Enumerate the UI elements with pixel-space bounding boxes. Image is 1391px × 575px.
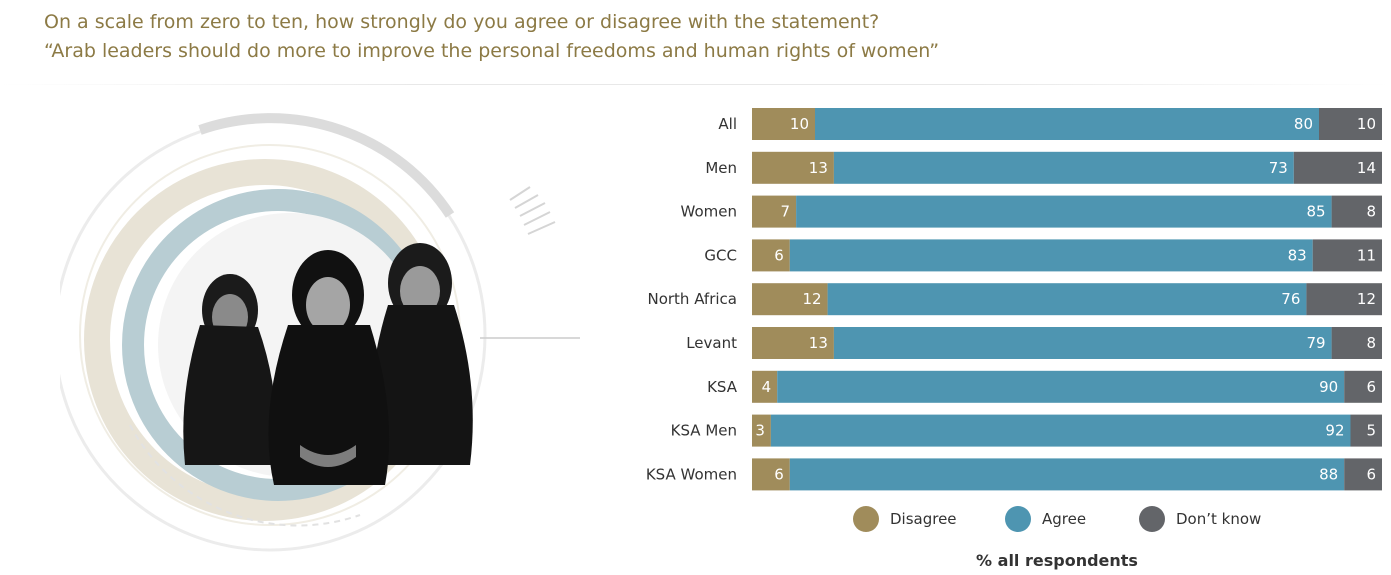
dashed-arc	[129, 424, 361, 527]
value-label-agree-ksa: 90	[1319, 378, 1338, 396]
value-label-dont-know-north-africa: 12	[1357, 290, 1376, 308]
bar-dont-know-ksa-men	[1350, 414, 1382, 447]
value-label-dont-know-all: 10	[1357, 115, 1376, 133]
bar-disagree-ksa-women	[752, 458, 790, 491]
value-label-agree-men: 73	[1269, 159, 1288, 177]
title-line-2: “Arab leaders should do more to improve …	[44, 40, 940, 62]
value-label-agree-levant: 79	[1307, 334, 1326, 352]
bar-dont-know-levant	[1331, 327, 1382, 359]
category-label-women: Women	[681, 203, 737, 221]
bar-disagree-levant	[752, 327, 834, 359]
bar-agree-women	[796, 195, 1332, 228]
legend-label-dont-know: Don’t know	[1176, 510, 1261, 528]
bar-agree-ksa-men	[770, 414, 1351, 447]
category-label-ksa-women: KSA Women	[646, 465, 737, 483]
legend-swatch-agree	[1005, 506, 1031, 532]
category-label-all: All	[718, 115, 737, 133]
bar-disagree-ksa-men	[752, 414, 771, 447]
value-label-dont-know-ksa-men: 5	[1366, 422, 1376, 440]
bar-dont-know-ksa	[1344, 370, 1382, 403]
category-label-gcc: GCC	[704, 246, 737, 264]
bar-agree-men	[833, 151, 1294, 184]
bar-agree-ksa-women	[789, 458, 1345, 491]
value-label-dont-know-gcc: 11	[1357, 246, 1376, 264]
value-label-dont-know-ksa-women: 6	[1366, 465, 1376, 483]
category-label-ksa-men: KSA Men	[671, 422, 737, 440]
value-label-dont-know-men: 14	[1357, 159, 1376, 177]
value-label-dont-know-ksa: 6	[1366, 378, 1376, 396]
bar-agree-gcc	[789, 239, 1313, 272]
bar-dont-know-all	[1319, 108, 1382, 140]
title-divider	[0, 84, 1391, 85]
legend-label-disagree: Disagree	[890, 510, 957, 528]
legend-label-agree: Agree	[1042, 510, 1086, 528]
bar-dont-know-gcc	[1312, 239, 1382, 272]
category-label-north-africa: North Africa	[647, 290, 737, 308]
x-axis-label: % all respondents	[976, 551, 1138, 570]
bar-agree-north-africa	[827, 283, 1307, 316]
value-label-agree-ksa-men: 92	[1325, 422, 1344, 440]
bar-disagree-gcc	[752, 239, 790, 272]
chart-title: On a scale from zero to ten, how strongl…	[44, 8, 939, 66]
bar-dont-know-men	[1293, 151, 1382, 184]
category-label-ksa: KSA	[707, 378, 738, 396]
outer-arc	[198, 113, 455, 218]
value-label-disagree-all: 10	[790, 115, 809, 133]
bar-disagree-men	[752, 151, 834, 184]
value-label-agree-all: 80	[1294, 115, 1313, 133]
tick-marks	[509, 186, 556, 235]
bar-disagree-women	[752, 195, 797, 228]
bar-agree-ksa	[777, 370, 1345, 403]
value-label-disagree-ksa: 4	[762, 378, 772, 396]
bar-disagree-north-africa	[752, 283, 828, 316]
bar-dont-know-ksa-women	[1344, 458, 1382, 491]
value-label-agree-gcc: 83	[1288, 246, 1307, 264]
value-label-agree-ksa-women: 88	[1319, 465, 1338, 483]
bar-agree-all	[815, 108, 1319, 140]
value-label-disagree-women: 7	[781, 203, 791, 221]
legend-swatch-dont-know	[1139, 506, 1165, 532]
value-label-disagree-men: 13	[809, 159, 828, 177]
category-label-levant: Levant	[686, 334, 737, 352]
value-label-agree-women: 85	[1307, 203, 1326, 221]
value-label-agree-north-africa: 76	[1281, 290, 1300, 308]
value-label-disagree-ksa-women: 6	[774, 465, 784, 483]
bar-agree-levant	[833, 327, 1332, 359]
value-label-dont-know-levant: 8	[1366, 334, 1376, 352]
bar-disagree-all	[752, 108, 815, 140]
value-label-disagree-gcc: 6	[774, 246, 784, 264]
bar-dont-know-north-africa	[1306, 283, 1382, 316]
value-label-disagree-north-africa: 12	[803, 290, 822, 308]
women-portrait-illustration	[60, 113, 580, 552]
bar-disagree-ksa	[752, 370, 778, 403]
bar-dont-know-women	[1331, 195, 1382, 228]
value-label-disagree-ksa-men: 3	[755, 422, 765, 440]
category-label-men: Men	[705, 159, 737, 177]
photo-women	[183, 243, 473, 485]
value-label-disagree-levant: 13	[809, 334, 828, 352]
title-line-1: On a scale from zero to ten, how strongl…	[44, 11, 880, 33]
legend-swatch-disagree	[853, 506, 879, 532]
value-label-dont-know-women: 8	[1366, 203, 1376, 221]
